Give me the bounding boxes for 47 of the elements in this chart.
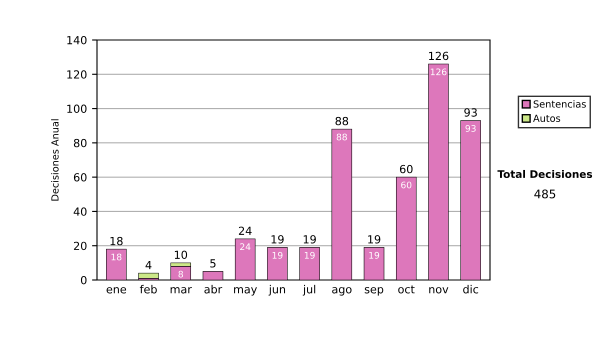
- x-tick-label: abr: [204, 284, 222, 294]
- total-label: 88: [336, 116, 348, 126]
- y-tick-label: 20: [74, 242, 87, 250]
- data-label: 8: [178, 270, 184, 278]
- text: Total Decisiones: [497, 170, 592, 178]
- y-tick-label: 120: [67, 70, 87, 79]
- total-label: 60: [400, 164, 413, 174]
- total-label: 19: [272, 235, 284, 244]
- total-label: 24: [238, 226, 252, 235]
- y-tick-label: 80: [74, 138, 87, 148]
- x-tick-label: jul: [302, 284, 316, 296]
- total-label: 19: [368, 235, 380, 244]
- total-label: 93: [464, 108, 477, 117]
- y-tick-label: 0: [80, 276, 87, 284]
- data-label: 19: [304, 252, 315, 259]
- data-label: 93: [465, 125, 476, 132]
- total-label: 4: [146, 261, 152, 270]
- data-label: 126: [430, 68, 447, 76]
- x-tick-label: sep: [364, 287, 384, 296]
- total-label: 5: [210, 259, 216, 268]
- total-label: 126: [429, 52, 448, 60]
- y-tick-label: 140: [67, 36, 87, 44]
- x-tick-label: dic: [463, 284, 478, 294]
- x-tick-label: nov: [429, 287, 448, 294]
- legend-label: Autos: [533, 114, 560, 122]
- y-axis-title: Decisiones Anual: [51, 119, 59, 201]
- data-label: 19: [272, 252, 282, 259]
- x-tick-label: jun: [268, 284, 286, 296]
- x-tick-label: mar: [170, 287, 192, 294]
- total-label: 19: [304, 235, 316, 244]
- x-tick-label: oct: [398, 286, 415, 294]
- x-tick-label: feb: [140, 284, 157, 294]
- total-label: 18: [110, 236, 123, 246]
- data-label: 60: [401, 182, 412, 188]
- data-label: 18: [112, 254, 122, 260]
- legend-label: Sentencias: [534, 100, 586, 108]
- y-tick-label: 100: [67, 104, 87, 113]
- text: 485: [534, 189, 556, 198]
- data-label: 88: [336, 134, 347, 140]
- data-label: 19: [369, 252, 380, 259]
- data-label: 24: [240, 243, 250, 250]
- x-tick-label: ago: [332, 287, 352, 296]
- x-tick-label: ene: [106, 287, 126, 294]
- y-tick-label: 40: [74, 207, 87, 216]
- x-tick-label: may: [234, 287, 257, 296]
- total-label: 10: [174, 250, 188, 259]
- y-tick-label: 60: [74, 173, 87, 182]
